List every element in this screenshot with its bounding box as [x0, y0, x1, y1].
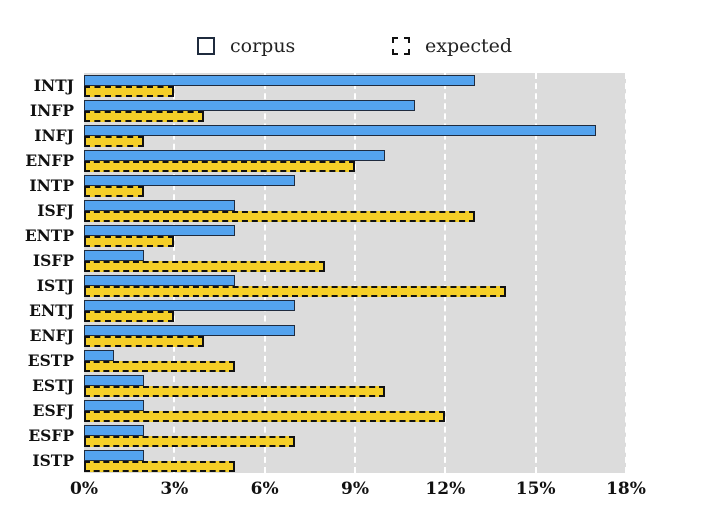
bar-expected-intp	[84, 186, 145, 197]
bar-corpus-estj	[84, 375, 145, 386]
bar-expected-isfj	[84, 211, 476, 222]
bar-row-enfj	[84, 323, 626, 348]
y-label-isfj: ISFJ	[37, 201, 74, 220]
bar-expected-esfp	[84, 436, 295, 447]
gridline	[173, 73, 176, 473]
y-label-istj: ISTJ	[36, 276, 74, 295]
bar-expected-intj	[84, 86, 175, 97]
bar-corpus-isfp	[84, 250, 145, 261]
bar-corpus-isfj	[84, 200, 235, 211]
bar-row-estp	[84, 348, 626, 373]
bar-corpus-entj	[84, 300, 295, 311]
legend-label-expected: expected	[425, 35, 513, 57]
bar-expected-istp	[84, 461, 235, 472]
legend-label-corpus: corpus	[230, 35, 296, 57]
bar-row-enfp	[84, 148, 626, 173]
y-label-intp: INTP	[29, 176, 74, 195]
y-label-esfj: ESFJ	[32, 401, 74, 420]
bar-row-infj	[84, 123, 626, 148]
bar-row-intp	[84, 173, 626, 198]
y-label-entj: ENTJ	[29, 301, 74, 320]
bar-expected-estp	[84, 361, 235, 372]
x-tick-label: 3%	[160, 479, 189, 499]
y-label-infp: INFP	[29, 101, 74, 120]
bar-row-estj	[84, 373, 626, 398]
gridline	[625, 73, 626, 473]
bar-expected-enfp	[84, 161, 355, 172]
bar-expected-infp	[84, 111, 205, 122]
bar-row-entj	[84, 298, 626, 323]
x-tick-label: 18%	[606, 479, 646, 499]
bar-corpus-intp	[84, 175, 295, 186]
x-tick-label: 0%	[70, 479, 98, 499]
bar-corpus-intj	[84, 75, 476, 86]
legend-item-expected: expected	[392, 31, 512, 61]
bar-corpus-istp	[84, 450, 145, 461]
bar-corpus-entp	[84, 225, 235, 236]
bar-row-istj	[84, 273, 626, 298]
y-label-enfj: ENFJ	[29, 326, 74, 345]
y-label-enfp: ENFP	[25, 151, 74, 170]
bar-expected-infj	[84, 136, 145, 147]
bar-expected-entj	[84, 311, 175, 322]
gridline	[444, 73, 447, 473]
x-tick-label: 6%	[250, 479, 279, 499]
x-tick-label: 9%	[341, 479, 369, 499]
y-label-estp: ESTP	[27, 351, 74, 370]
x-tick-label: 12%	[425, 479, 466, 499]
bar-row-esfj	[84, 398, 626, 423]
bar-expected-entp	[84, 236, 175, 247]
bar-row-isfp	[84, 248, 626, 273]
bar-corpus-istj	[84, 275, 235, 286]
bar-expected-esfj	[84, 411, 446, 422]
bar-expected-isfp	[84, 261, 325, 272]
legend-item-corpus: corpus	[197, 31, 295, 61]
bar-row-intj	[84, 73, 626, 98]
expected-swatch-icon	[392, 37, 410, 55]
bar-expected-istj	[84, 286, 506, 297]
y-label-intj: INTJ	[33, 76, 74, 95]
bar-corpus-esfp	[84, 425, 145, 436]
y-label-estj: ESTJ	[32, 376, 74, 395]
y-label-istp: ISTP	[32, 451, 74, 470]
corpus-swatch-icon	[197, 37, 215, 55]
bar-row-entp	[84, 223, 626, 248]
bar-expected-enfj	[84, 336, 205, 347]
gridline	[263, 73, 266, 473]
bar-row-infp	[84, 98, 626, 123]
y-label-entp: ENTP	[24, 226, 74, 245]
y-label-esfp: ESFP	[28, 426, 74, 445]
y-label-infj: INFJ	[34, 126, 74, 145]
bar-row-istp	[84, 448, 626, 473]
plot-area	[84, 73, 626, 473]
gridline	[534, 73, 537, 473]
bar-row-isfj	[84, 198, 626, 223]
bar-corpus-estp	[84, 350, 115, 361]
bar-corpus-infp	[84, 100, 416, 111]
bar-corpus-esfj	[84, 400, 145, 411]
y-label-isfp: ISFP	[32, 251, 74, 270]
bar-corpus-enfj	[84, 325, 295, 336]
bar-row-esfp	[84, 423, 626, 448]
bar-expected-estj	[84, 386, 386, 397]
x-tick-label: 15%	[515, 479, 556, 499]
bar-corpus-enfp	[84, 150, 386, 161]
gridline	[354, 73, 356, 473]
bar-corpus-infj	[84, 125, 596, 136]
